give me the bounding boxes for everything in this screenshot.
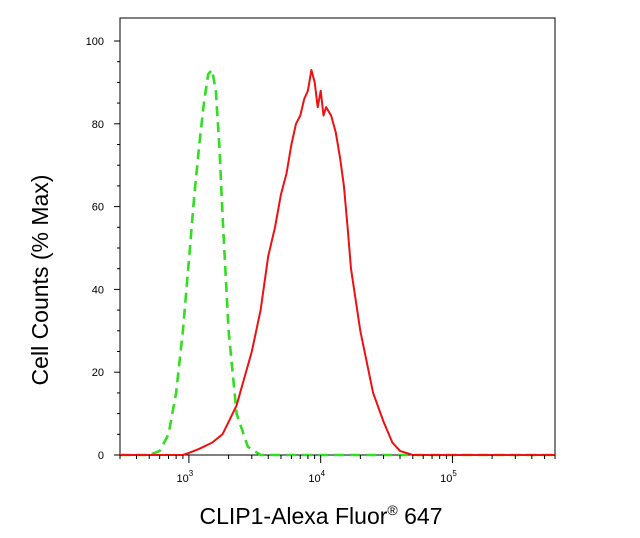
plot-border [119,17,556,456]
y-tick-label: 100 [86,36,104,48]
y-tick-label: 80 [92,119,104,131]
x-axis-label-suffix: 647 [398,503,443,529]
x-axis-label: CLIP1-Alexa Fluor® 647 [199,502,442,529]
y-tick-label: 40 [92,284,104,296]
x-axis-ticks: 103 104 105 [119,455,556,485]
x-axis-label-main: CLIP1-Alexa Fluor [199,503,387,529]
series-line-1 [120,68,555,457]
x-tick-label: 105 [440,469,457,485]
y-axis-ticks: 0 20 40 60 80 100 [86,36,120,462]
y-tick-label: 20 [92,367,104,379]
x-tick-label: 103 [177,469,194,485]
y-tick-label: 60 [92,202,104,214]
y-axis-label: Cell Counts (% Max) [27,175,53,386]
series-line-2 [120,69,555,456]
x-tick-label: 104 [308,469,325,485]
y-tick-label: 0 [98,450,104,462]
series-layer [120,68,555,457]
plot-frame [119,17,556,456]
registered-mark: ® [387,502,398,518]
